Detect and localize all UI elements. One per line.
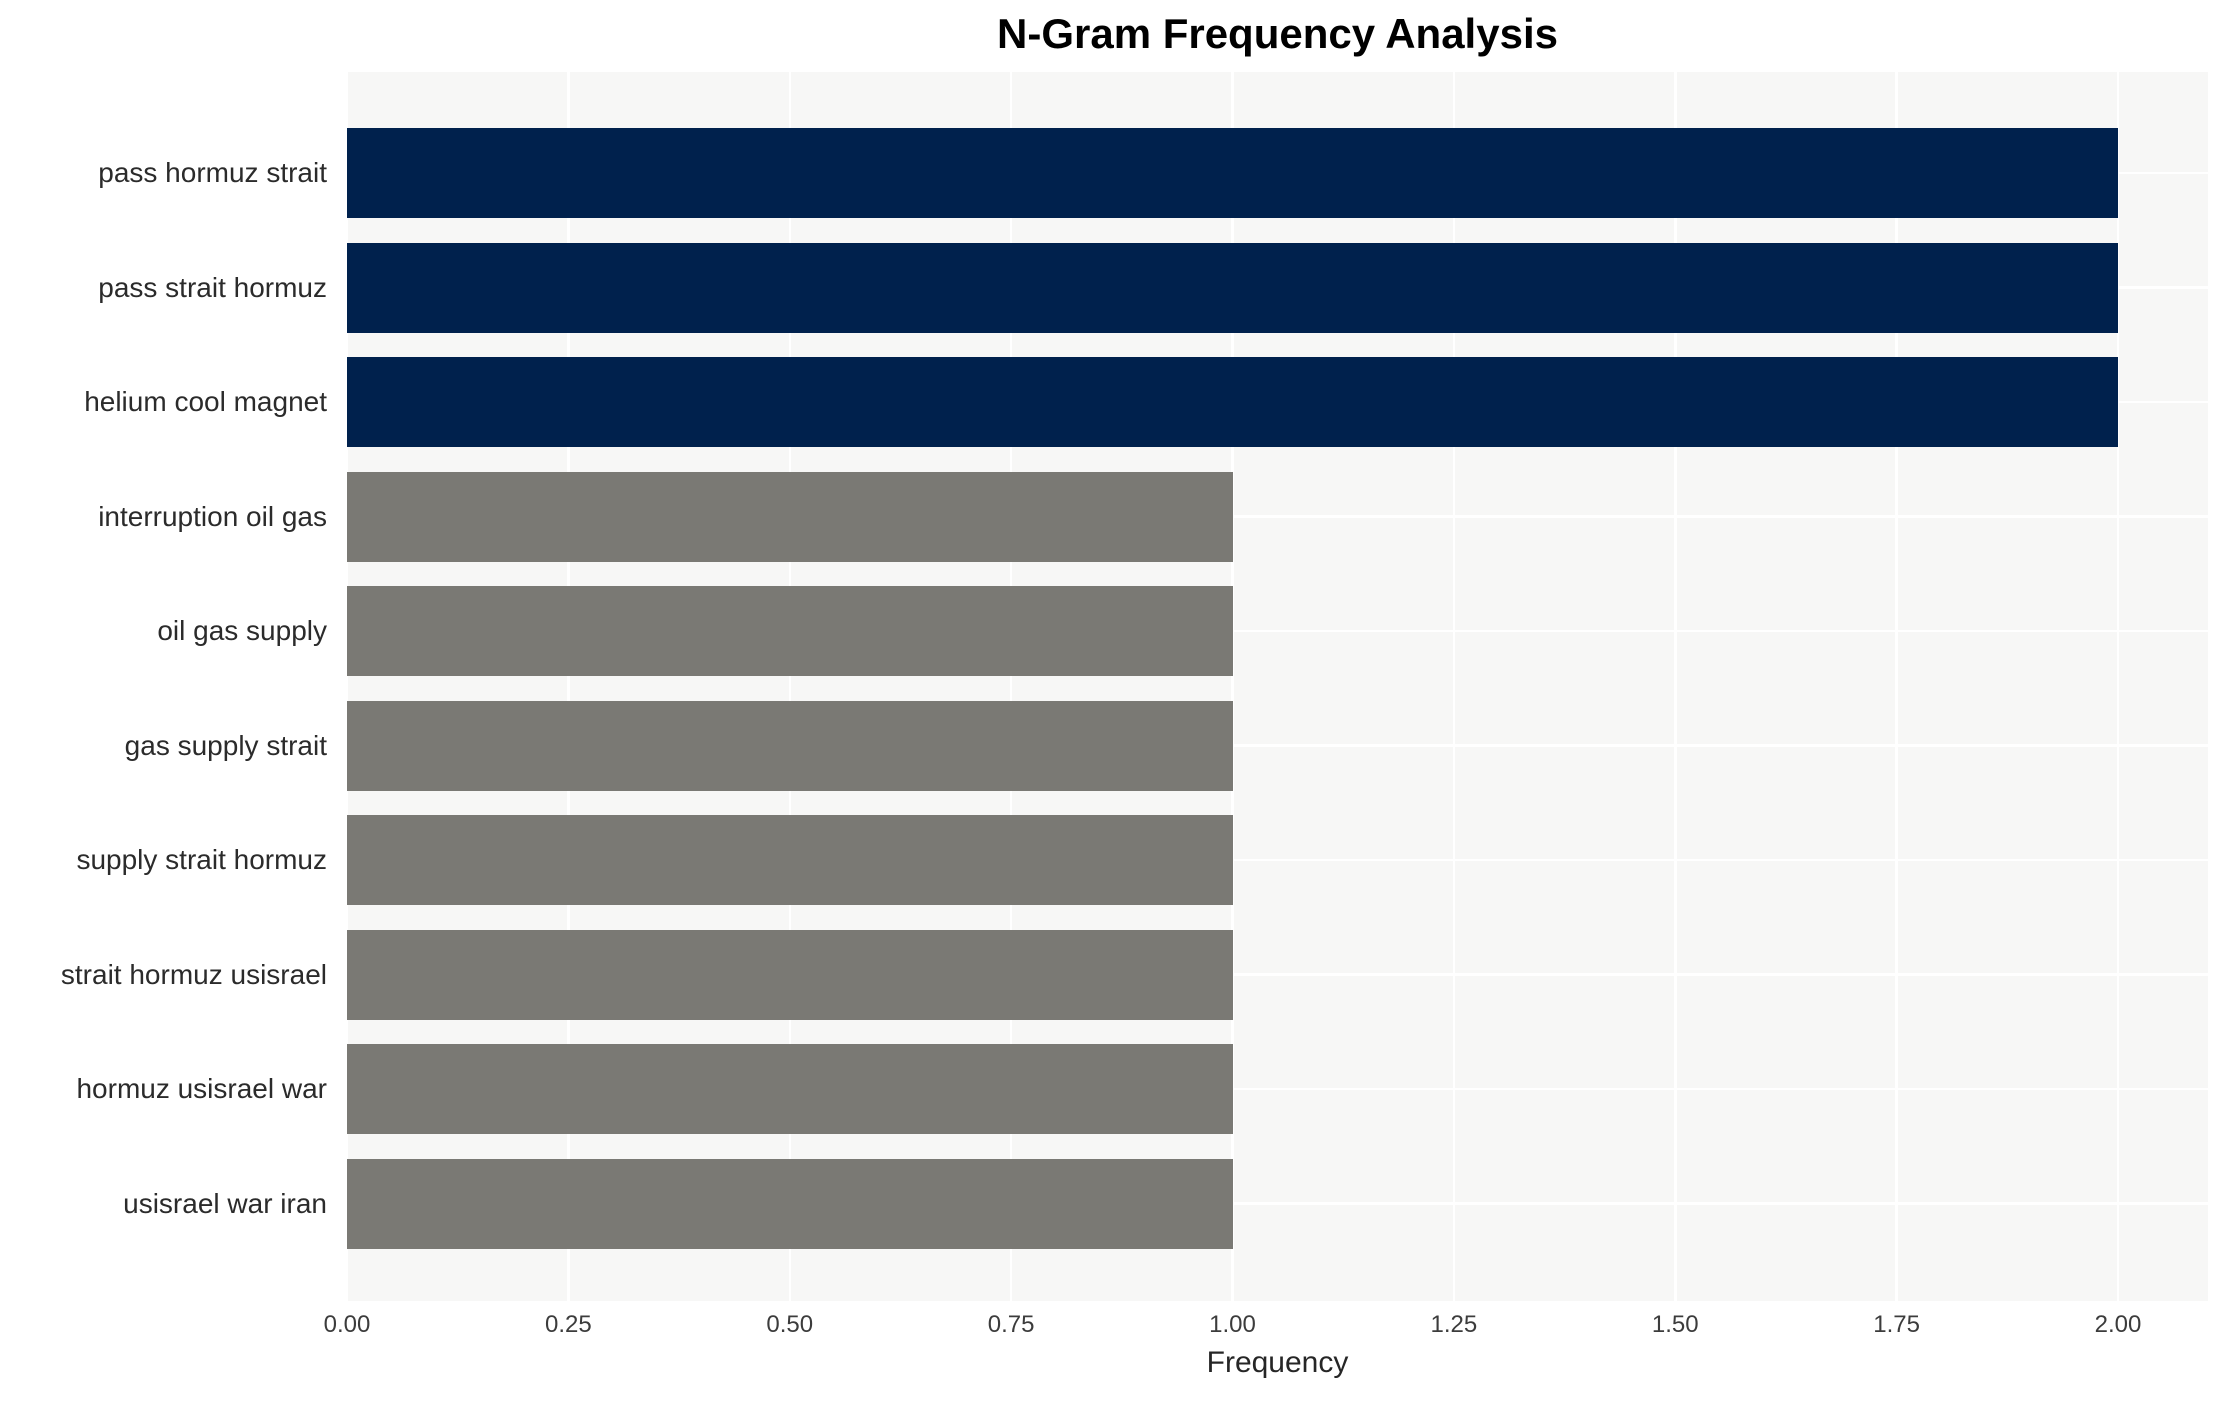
y-tick-label: gas supply strait <box>124 729 327 761</box>
gridline-horizontal <box>347 515 2208 518</box>
bar <box>347 700 1233 791</box>
gridline-horizontal <box>347 1202 2208 1205</box>
bar <box>347 815 1233 905</box>
x-tick-label: 1.75 <box>1873 1311 1920 1338</box>
y-tick-label: pass hormuz strait <box>98 157 327 188</box>
bar <box>347 128 2118 218</box>
plot-area <box>345 72 2208 1301</box>
x-tick-label: 1.25 <box>1430 1311 1478 1338</box>
x-tick-label: 0.75 <box>987 1311 1035 1338</box>
gridline-vertical <box>788 72 791 1301</box>
gridline-vertical <box>1452 72 1456 1301</box>
y-tick-label: usisrael war iran <box>123 1187 327 1219</box>
gridline-vertical <box>567 72 570 1301</box>
bar <box>347 1044 1233 1134</box>
y-tick-label: helium cool magnet <box>84 386 327 417</box>
bar <box>347 929 1233 1020</box>
gridline-vertical <box>1895 72 1898 1301</box>
gridline-vertical <box>2116 72 2120 1301</box>
y-tick-label: hormuz usisrael war <box>76 1073 327 1104</box>
x-tick-label: 0.25 <box>545 1311 592 1338</box>
bar <box>347 242 2118 333</box>
y-tick-label: supply strait hormuz <box>76 844 327 875</box>
gridline-vertical <box>1674 72 1677 1301</box>
gridline-vertical <box>345 72 349 1301</box>
x-tick-label: 2.00 <box>2094 1311 2142 1338</box>
x-tick-label: 0.50 <box>766 1311 814 1338</box>
x-tick-label: 1.00 <box>1209 1311 1256 1338</box>
x-axis-ticks: 0.00 0.25 0.50 0.75 1.00 1.25 1.50 1.75 2.00 <box>0 1310 2226 1344</box>
y-tick-label: strait hormuz usisrael <box>60 958 327 990</box>
gridline-horizontal <box>347 744 2208 747</box>
bar <box>347 1158 1233 1249</box>
y-tick-label: oil gas supply <box>157 615 327 646</box>
gridline-horizontal <box>347 858 2208 862</box>
gridline-horizontal <box>347 973 2208 976</box>
bar <box>347 357 2118 447</box>
gridline-vertical <box>1009 72 1013 1301</box>
gridline-horizontal <box>347 1087 2208 1091</box>
x-tick-label: 0.00 <box>323 1311 371 1338</box>
x-axis-label: Frequency <box>1206 1346 1349 1379</box>
chart-title: N-Gram Frequency Analysis <box>997 10 1558 57</box>
x-tick-label: 1.50 <box>1651 1311 1699 1338</box>
y-tick-label: pass strait hormuz <box>98 271 327 303</box>
y-axis-labels: pass hormuz strait pass strait hormuz heli… <box>0 0 337 1402</box>
gridline-horizontal <box>347 629 2208 633</box>
y-tick-label: interruption oil gas <box>98 500 327 532</box>
bar <box>347 586 1233 676</box>
gridline-vertical <box>1231 72 1234 1301</box>
bar <box>347 471 1233 562</box>
